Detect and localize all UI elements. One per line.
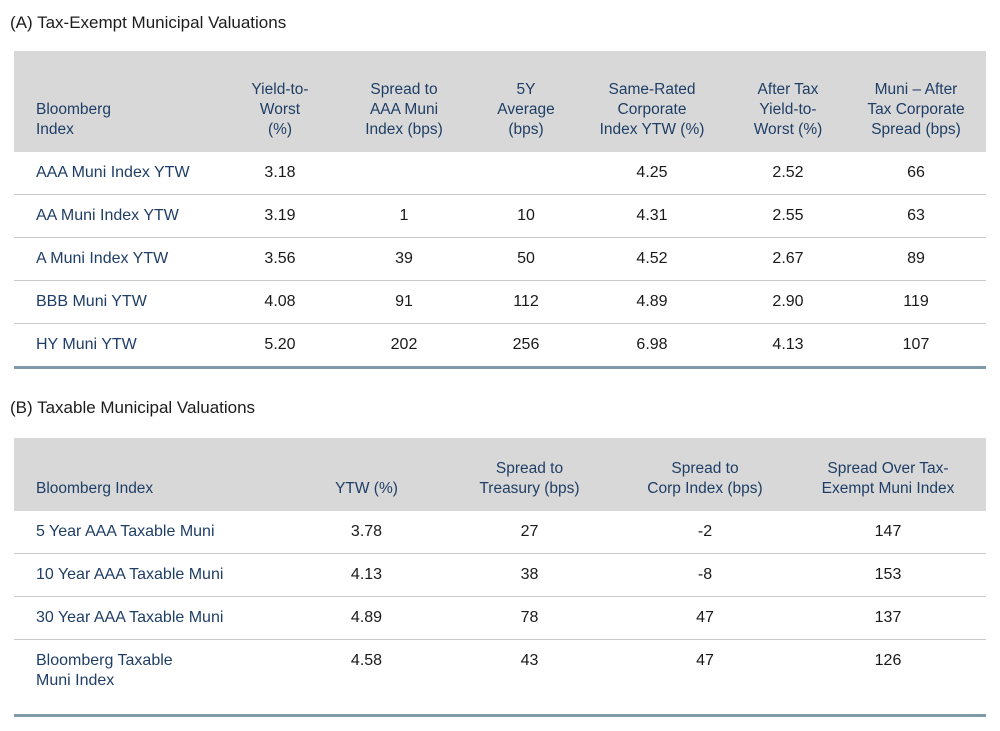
column-header-spread-to-corp: Spread to Corp Index (bps) [620, 438, 790, 511]
cell-value: 4.13 [294, 553, 439, 597]
cell-value: 202 [330, 323, 478, 368]
row-label: 30 Year AAA Taxable Muni [14, 596, 294, 640]
cell-value: 5.20 [230, 323, 330, 368]
cell-value: 107 [846, 323, 986, 368]
cell-value: 4.13 [730, 323, 846, 368]
table-row: AAA Muni Index YTW 3.18 4.25 2.52 66 [14, 152, 986, 195]
cell-value: -8 [620, 553, 790, 597]
row-label: Bloomberg Taxable Muni Index [14, 639, 294, 716]
taxable-valuations-table: Bloomberg Index YTW (%) Spread to Treasu… [14, 438, 986, 717]
cell-value: 3.18 [264, 164, 296, 181]
cell-value: 119 [846, 280, 986, 324]
cell-value: 4.31 [574, 194, 730, 238]
table-row: 5 Year AAA Taxable Muni 3.78 27 -2 147 [14, 511, 986, 554]
cell-value: 4.25 [636, 164, 668, 181]
cell-value: 2.90 [730, 280, 846, 324]
section-b-title: (B) Taxable Municipal Valuations [10, 398, 256, 417]
cell-value: 4.89 [294, 596, 439, 640]
cell-value: 38 [439, 553, 620, 597]
column-header-bloomberg-index: Bloomberg Index [14, 438, 294, 511]
cell-value: 4.89 [574, 280, 730, 324]
cell-value: 3.19 [230, 194, 330, 238]
cell-value: 4.52 [574, 237, 730, 281]
cell-value: 4.08 [230, 280, 330, 324]
table-row: AA Muni Index YTW 3.19 1 10 4.31 2.55 63 [14, 194, 986, 238]
column-header-spread-to-aaa: Spread to AAA Muni Index (bps) [330, 51, 478, 152]
cell-value: 1 [330, 194, 478, 238]
column-header-spread-to-treasury: Spread to Treasury (bps) [439, 438, 620, 511]
cell-value: 3.56 [230, 237, 330, 281]
cell-value: 153 [790, 553, 986, 597]
table-row: BBB Muni YTW 4.08 91 112 4.89 2.90 119 [14, 280, 986, 324]
row-label: A Muni Index YTW [14, 237, 230, 281]
cell-value: 27 [520, 523, 539, 540]
tax-exempt-valuations-table: Bloomberg Index Yield-to- Worst (%) Spre… [14, 51, 986, 369]
cell-value: 43 [439, 639, 620, 716]
section-a-title: (A) Tax-Exempt Municipal Valuations [10, 13, 287, 32]
cell-value: 78 [439, 596, 620, 640]
table-row: 30 Year AAA Taxable Muni 4.89 78 47 137 [14, 596, 986, 640]
row-label: 10 Year AAA Taxable Muni [14, 553, 294, 597]
cell-value: 66 [907, 164, 925, 181]
cell-value [478, 152, 574, 195]
cell-value: 137 [790, 596, 986, 640]
table-row: 10 Year AAA Taxable Muni 4.13 38 -8 153 [14, 553, 986, 597]
cell-value: 3.78 [350, 523, 383, 540]
column-header-muni-after-tax-spread: Muni – After Tax Corporate Spread (bps) [846, 51, 986, 152]
cell-value: 147 [874, 523, 902, 540]
row-label: AA Muni Index YTW [14, 194, 230, 238]
cell-value: -2 [697, 523, 713, 540]
cell-value: 112 [478, 280, 574, 324]
cell-value [330, 152, 478, 195]
cell-value: 10 [478, 194, 574, 238]
cell-value: 256 [478, 323, 574, 368]
cell-value: 47 [620, 639, 790, 716]
column-header-bloomberg-index: Bloomberg Index [14, 51, 230, 152]
cell-value: 4.58 [294, 639, 439, 716]
cell-value: 39 [330, 237, 478, 281]
cell-value: 126 [790, 639, 986, 716]
column-header-after-tax-ytw: After Tax Yield-to- Worst (%) [730, 51, 846, 152]
column-header-ytw: YTW (%) [294, 438, 439, 511]
table-row: A Muni Index YTW 3.56 39 50 4.52 2.67 89 [14, 237, 986, 281]
column-header-yield-to-worst: Yield-to- Worst (%) [230, 51, 330, 152]
row-label: HY Muni YTW [14, 323, 230, 368]
row-label: 5 Year AAA Taxable Muni [36, 523, 215, 540]
cell-value: 2.55 [730, 194, 846, 238]
column-header-5y-average: 5Y Average (bps) [478, 51, 574, 152]
row-label: BBB Muni YTW [14, 280, 230, 324]
cell-value: 47 [620, 596, 790, 640]
cell-value: 63 [846, 194, 986, 238]
row-label: AAA Muni Index YTW [36, 164, 190, 181]
header-row: Bloomberg Index Yield-to- Worst (%) Spre… [14, 51, 986, 152]
cell-value: 50 [478, 237, 574, 281]
cell-value: 2.67 [730, 237, 846, 281]
cell-value: 89 [846, 237, 986, 281]
table-row: HY Muni YTW 5.20 202 256 6.98 4.13 107 [14, 323, 986, 368]
column-header-spread-over-tax-exempt: Spread Over Tax- Exempt Muni Index [790, 438, 986, 511]
cell-value: 2.52 [772, 164, 804, 181]
table-row: Bloomberg Taxable Muni Index 4.58 43 47 … [14, 639, 986, 716]
column-header-same-rated-corporate: Same-Rated Corporate Index YTW (%) [574, 51, 730, 152]
cell-value: 6.98 [574, 323, 730, 368]
header-row: Bloomberg Index YTW (%) Spread to Treasu… [14, 438, 986, 511]
cell-value: 91 [330, 280, 478, 324]
